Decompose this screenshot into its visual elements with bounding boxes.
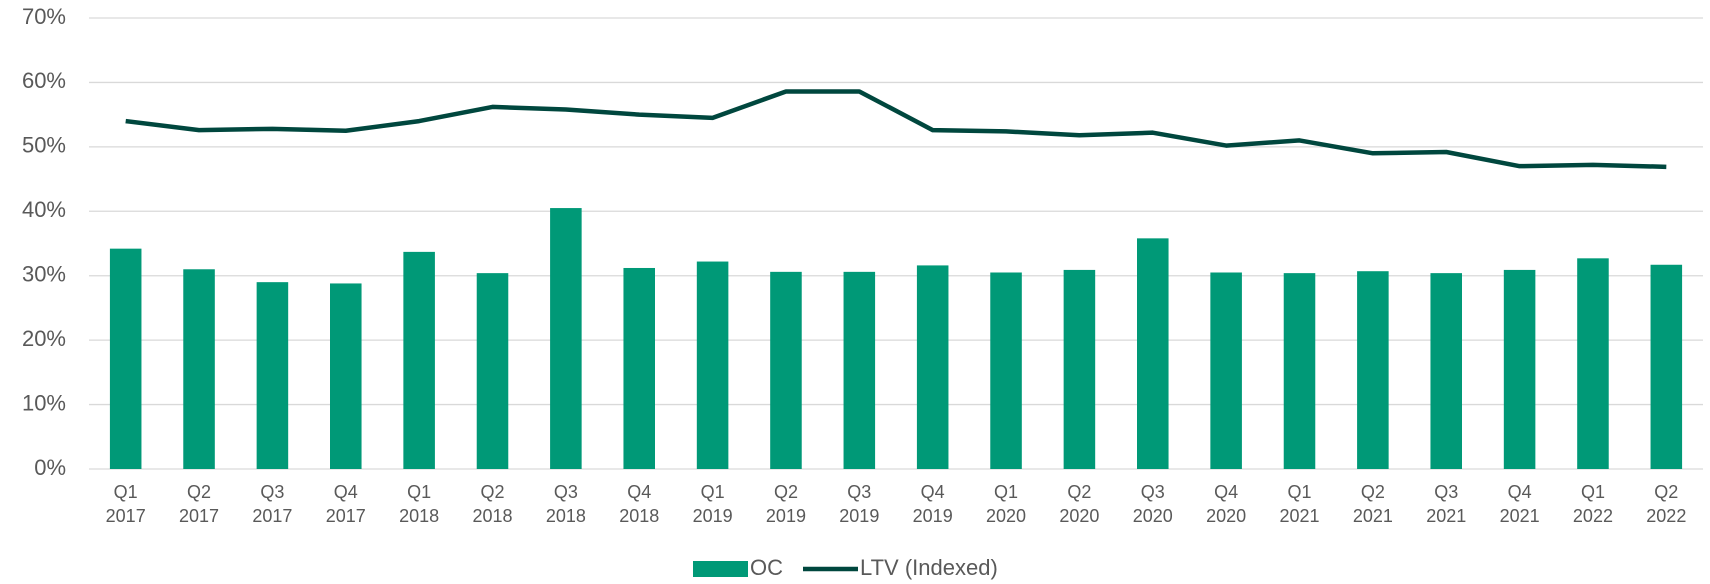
x-tick-label: Q2 2020 [1059,482,1099,526]
bar [403,251,435,469]
y-tick-label: 30% [22,262,66,287]
y-tick-label: 10% [22,390,66,415]
y-tick-label: 40% [22,197,66,222]
bar [329,283,362,469]
x-tick-label: Q1 2020 [986,482,1026,526]
x-tick-label: Q2 2021 [1353,482,1393,526]
bar [770,271,802,469]
x-tick-label: Q4 2021 [1500,482,1540,526]
bar [183,269,215,469]
x-tick-label: Q2 2019 [766,482,806,526]
bar [990,272,1022,469]
y-tick-label: 0% [34,455,66,480]
bar [256,282,289,469]
x-tick-label: Q4 2017 [326,482,366,526]
y-tick-label: 60% [22,68,66,93]
x-tick-label: Q2 2022 [1646,482,1686,526]
legend-label: LTV (Indexed) [860,555,998,580]
bar [1577,258,1609,469]
bar [696,261,729,469]
bar [1063,269,1096,469]
y-tick-label: 20% [22,326,66,351]
x-tick-label: Q2 2018 [472,482,512,526]
x-tick-label: Q3 2017 [252,482,292,526]
x-tick-label: Q3 2020 [1133,482,1173,526]
x-tick-label: Q2 2017 [179,482,219,526]
bar [550,208,582,470]
bar [1283,273,1316,469]
x-tick-label: Q1 2018 [399,482,439,526]
bar [623,267,656,469]
bar [1210,272,1242,469]
x-tick-label: Q3 2019 [839,482,879,526]
bar [1430,273,1463,469]
x-tick-label: Q4 2019 [913,482,953,526]
bar [109,248,142,469]
x-tick-label: Q1 2021 [1279,482,1319,526]
y-tick-label: 50% [22,133,66,158]
x-tick-label: Q4 2018 [619,482,659,526]
bar [843,271,876,469]
bar [1650,264,1683,469]
x-tick-label: Q1 2019 [693,482,733,526]
bar [476,273,509,469]
bar [1503,269,1536,469]
line [125,89,1667,170]
bar [1357,271,1389,469]
bar [1136,238,1169,469]
legend-label: OC [750,555,783,580]
x-tick-label: Q4 2020 [1206,482,1246,526]
x-tick-label: Q3 2021 [1426,482,1466,526]
y-tick-label: 70% [22,4,66,29]
bar [916,265,949,469]
x-tick-label: Q3 2018 [546,482,586,526]
legend-swatch [693,561,748,577]
x-tick-label: Q1 2022 [1573,482,1613,526]
x-tick-label: Q1 2017 [106,482,146,526]
